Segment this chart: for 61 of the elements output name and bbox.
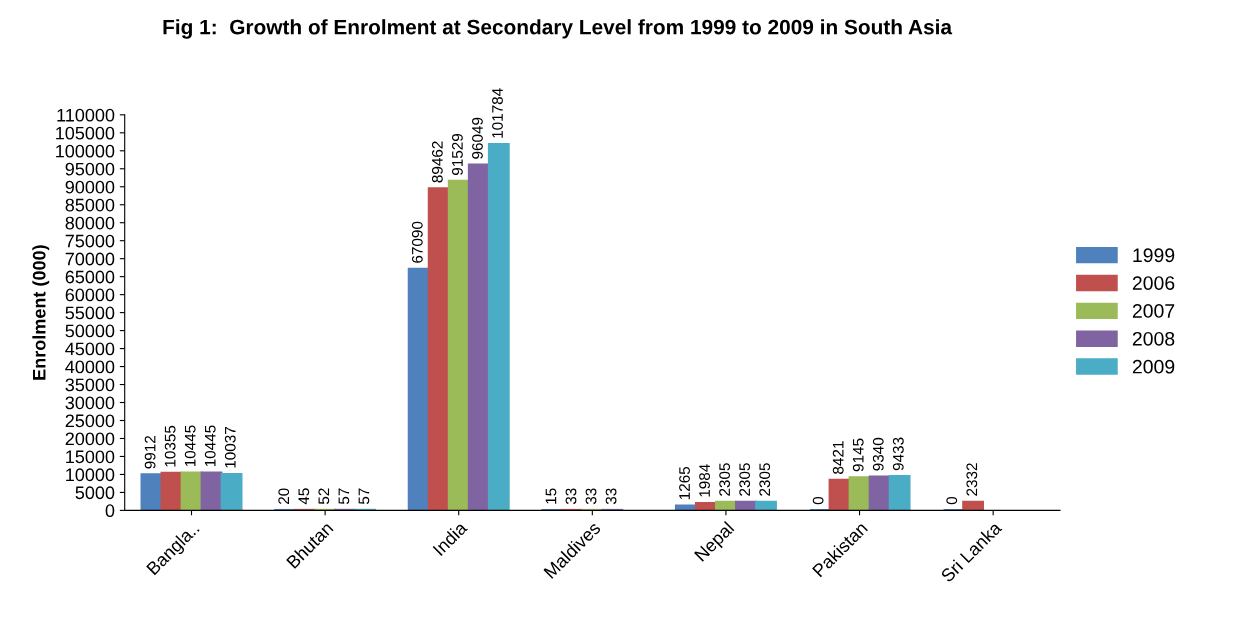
data-label: 89462 <box>431 141 443 183</box>
y-tick-label: 95000 <box>65 162 115 176</box>
y-tick-label: 15000 <box>66 450 115 464</box>
y-tick-label: 85000 <box>65 198 115 212</box>
data-label: 15 <box>545 488 557 504</box>
data-label: 33 <box>565 488 577 505</box>
chart-title: Fig 1: Growth of Enrolment at Secondary Level from 1999 to 2009 in South Asia <box>163 19 953 39</box>
y-tick-label: 60000 <box>65 288 115 302</box>
data-label: 1984 <box>699 464 710 497</box>
y-axis-title: Enrolment (000) <box>32 245 50 380</box>
y-tick-label: 40000 <box>65 360 115 374</box>
data-label: 8421 <box>832 441 844 474</box>
data-label: 57 <box>358 488 370 505</box>
data-label: 9433 <box>892 437 904 471</box>
data-label: 0 <box>946 496 958 505</box>
data-label: 52 <box>318 488 330 505</box>
data-label: 33 <box>605 488 617 505</box>
data-label: 2332 <box>966 463 978 496</box>
data-label: 20 <box>278 488 290 504</box>
data-label: 2305 <box>719 463 731 496</box>
data-label: 10445 <box>204 425 216 467</box>
data-label: 45 <box>298 488 310 505</box>
y-tick-label: 0 <box>105 504 115 518</box>
data-label: 33 <box>585 488 597 505</box>
legend-label: 2009 <box>1132 359 1175 374</box>
data-label: 10037 <box>224 427 236 468</box>
y-tick-label: 10000 <box>66 468 115 482</box>
data-label: 10355 <box>164 425 176 467</box>
y-tick-label: 65000 <box>65 270 115 284</box>
y-tick-label: 5000 <box>75 486 115 500</box>
y-tick-label: 90000 <box>65 180 115 194</box>
data-label: 1265 <box>679 466 690 500</box>
legend-label: 2008 <box>1132 331 1175 346</box>
y-tick-label: 45000 <box>65 342 115 356</box>
data-label: 67090 <box>411 221 423 263</box>
y-tick-label: 50000 <box>65 324 115 338</box>
legend-label: 2007 <box>1132 304 1175 318</box>
data-label: 9912 <box>144 435 156 469</box>
data-label: 2305 <box>739 463 751 496</box>
y-tick-label: 70000 <box>65 252 115 266</box>
y-tick-label: 30000 <box>65 396 115 410</box>
y-tick-label: 20000 <box>65 432 115 446</box>
y-tick-label: 105000 <box>56 126 115 140</box>
data-label: 57 <box>338 488 350 505</box>
y-tick-label: 110000 <box>57 108 115 122</box>
data-label: 2305 <box>759 463 771 496</box>
legend-label: 2006 <box>1132 276 1175 290</box>
legend-label: 1999 <box>1133 248 1175 263</box>
data-label: 0 <box>812 496 824 505</box>
y-tick-label: 80000 <box>65 216 115 230</box>
y-tick-label: 35000 <box>65 378 115 392</box>
data-label: 9145 <box>852 438 864 472</box>
data-label: 101784 <box>492 88 503 138</box>
y-tick-label: 75000 <box>65 234 115 248</box>
y-tick-label: 55000 <box>65 306 115 320</box>
data-label: 10445 <box>184 425 196 467</box>
y-tick-label: 25000 <box>65 414 115 428</box>
data-label: 9340 <box>872 437 884 471</box>
y-tick-label: 100000 <box>56 144 115 158</box>
data-label: 96049 <box>472 117 483 159</box>
data-label: 91529 <box>452 133 463 175</box>
